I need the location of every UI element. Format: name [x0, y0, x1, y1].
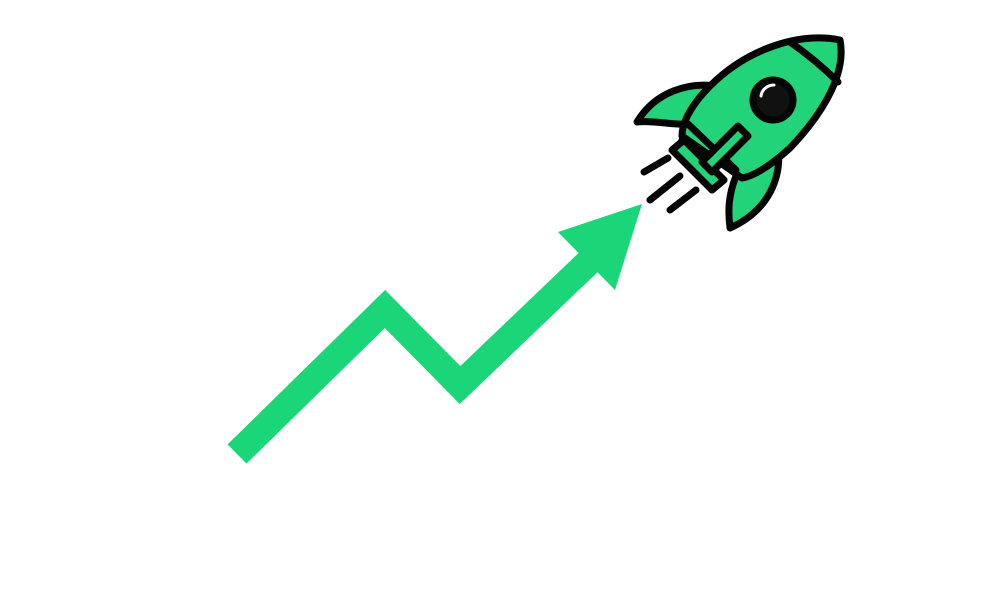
exhaust-line-middle — [646, 172, 684, 204]
exhaust-line-bottom — [666, 186, 700, 214]
exhaust-line-top — [640, 154, 672, 176]
arrow-head — [558, 204, 642, 290]
growth-arrow-icon — [227, 204, 642, 464]
rocket-window-highlight — [759, 83, 776, 98]
rocket-center-stripe — [698, 122, 752, 176]
rocket-nose-band — [786, 38, 842, 86]
arrow-shaft — [227, 246, 605, 464]
rocket-icon — [633, 34, 845, 232]
exhaust-lines — [640, 154, 700, 214]
rocket-engine-band-upper — [684, 120, 740, 174]
